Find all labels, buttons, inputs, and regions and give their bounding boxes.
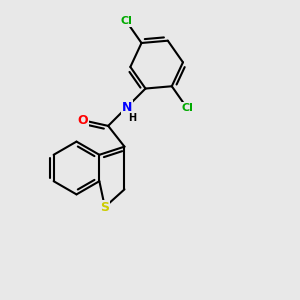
Text: Cl: Cl — [120, 16, 132, 26]
Text: Cl: Cl — [181, 103, 193, 113]
Text: N: N — [122, 101, 132, 114]
Text: O: O — [77, 114, 88, 127]
Text: S: S — [100, 200, 109, 214]
Text: H: H — [128, 113, 136, 123]
